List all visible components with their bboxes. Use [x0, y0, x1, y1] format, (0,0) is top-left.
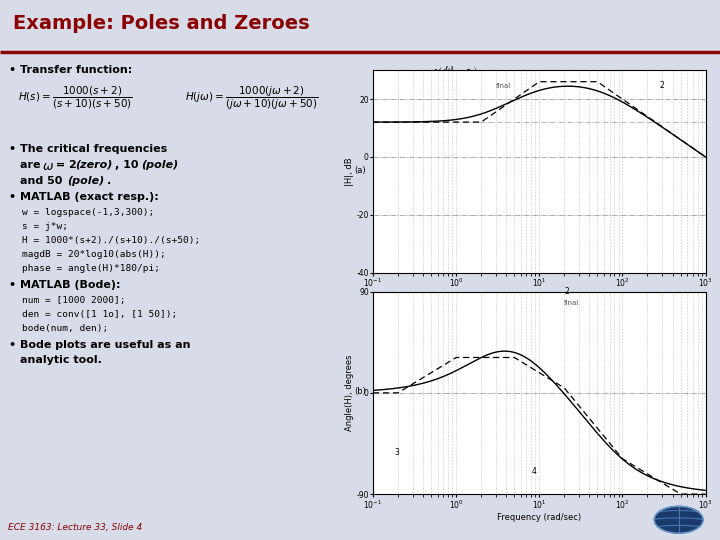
- Text: 2: 2: [564, 287, 569, 296]
- X-axis label: Frequency (rad/sec): Frequency (rad/sec): [498, 514, 581, 522]
- Text: Example: Poles and Zeroes: Example: Poles and Zeroes: [13, 15, 310, 33]
- Text: final: final: [496, 83, 511, 89]
- X-axis label: Frequency (rad/sec): Frequency (rad/sec): [498, 292, 581, 301]
- Text: •: •: [8, 280, 15, 290]
- Circle shape: [654, 507, 703, 533]
- Y-axis label: Angle(H), degrees: Angle(H), degrees: [344, 355, 354, 431]
- Text: The critical frequencies: The critical frequencies: [20, 144, 167, 154]
- Text: MATLAB (exact resp.):: MATLAB (exact resp.):: [20, 192, 158, 202]
- Text: ECE 3163: Lecture 33, Slide 4: ECE 3163: Lecture 33, Slide 4: [8, 523, 143, 532]
- Text: •: •: [8, 65, 15, 75]
- Text: = 2: = 2: [52, 160, 81, 170]
- Text: •: •: [8, 144, 15, 154]
- Text: final: final: [564, 300, 580, 306]
- Text: w = logspace(-1,3,300);: w = logspace(-1,3,300);: [22, 208, 154, 217]
- Text: H = 1000*(s+2)./(s+10)./(s+50);: H = 1000*(s+2)./(s+10)./(s+50);: [22, 236, 200, 245]
- Text: .: .: [107, 176, 112, 186]
- Text: 3: 3: [394, 448, 399, 457]
- Y-axis label: |H|, dB: |H|, dB: [344, 157, 354, 186]
- Text: are: are: [20, 160, 45, 170]
- Text: (zero): (zero): [75, 160, 112, 170]
- Text: bode(num, den);: bode(num, den);: [22, 324, 108, 333]
- Text: , 10: , 10: [115, 160, 143, 170]
- Text: phase = angle(H)*180/pi;: phase = angle(H)*180/pi;: [22, 264, 160, 273]
- Text: •: •: [8, 340, 15, 350]
- Text: MATLAB (Bode):: MATLAB (Bode):: [20, 280, 120, 290]
- Text: (pole): (pole): [67, 176, 104, 186]
- Text: $H(j\omega) = \dfrac{1000(j\omega+2)}{(j\omega+10)(j\omega+50)}$: $H(j\omega) = \dfrac{1000(j\omega+2)}{(j…: [185, 85, 318, 112]
- Text: analytic tool.: analytic tool.: [20, 355, 102, 365]
- Text: $\omega$: $\omega$: [42, 160, 54, 173]
- Text: den = conv([1 1o], [1 50]);: den = conv([1 1o], [1 50]);: [22, 310, 177, 319]
- Text: $H(s) = \dfrac{1000(s+2)}{(s+10)(s+50)}$: $H(s) = \dfrac{1000(s+2)}{(s+10)(s+50)}$: [18, 85, 133, 111]
- Text: (pole): (pole): [141, 160, 179, 170]
- Text: •: •: [8, 192, 15, 202]
- Text: $= \dfrac{4\!\left(j\dfrac{\omega}{2}+1\right)}{\!\left(j\dfrac{\omega}{10}+10\r: $= \dfrac{4\!\left(j\dfrac{\omega}{2}+1\…: [395, 65, 503, 108]
- Text: Bode plots are useful as an: Bode plots are useful as an: [20, 340, 191, 350]
- Text: 2: 2: [660, 80, 665, 90]
- Text: s = j*w;: s = j*w;: [22, 222, 68, 231]
- Text: (a): (a): [354, 166, 366, 174]
- Text: (b): (b): [354, 387, 366, 396]
- Text: and 50: and 50: [20, 176, 66, 186]
- Text: magdB = 20*log10(abs(H));: magdB = 20*log10(abs(H));: [22, 250, 166, 259]
- Text: 4: 4: [531, 467, 536, 476]
- Text: num = [1000 2000];: num = [1000 2000];: [22, 296, 125, 305]
- Text: Transfer function:: Transfer function:: [20, 65, 132, 75]
